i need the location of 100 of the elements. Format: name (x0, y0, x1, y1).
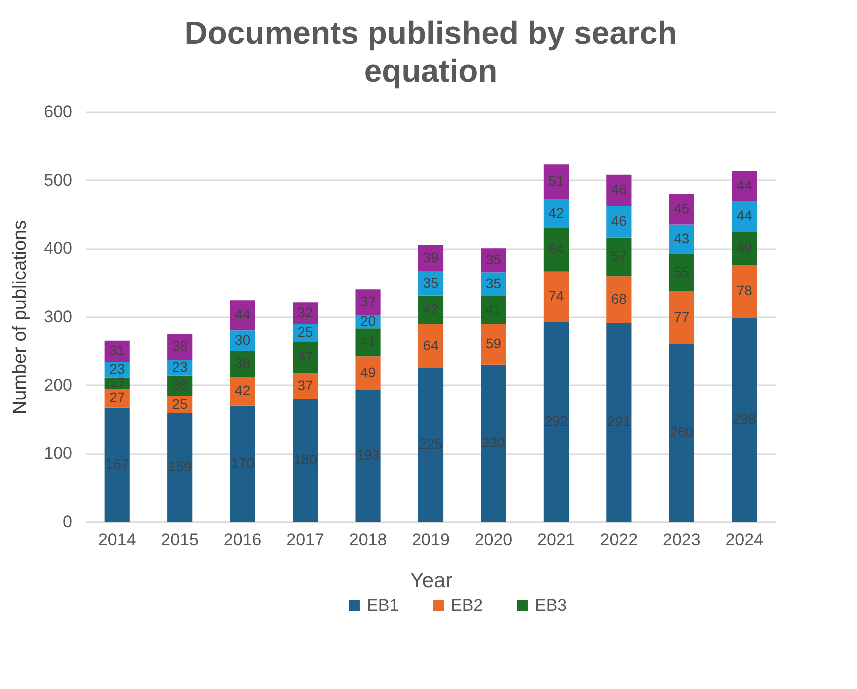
data-label: 27 (110, 390, 126, 406)
data-label: 159 (168, 458, 192, 475)
bar (418, 296, 444, 325)
data-label: 260 (670, 424, 694, 440)
data-label: 51 (548, 173, 564, 190)
bar (606, 238, 632, 277)
data-label: 64 (423, 337, 439, 354)
data-label: 35 (486, 276, 502, 292)
data-label: 20 (360, 312, 376, 329)
bar (732, 265, 758, 318)
bar (544, 228, 569, 272)
data-label: 39 (423, 250, 439, 266)
bar (544, 164, 569, 200)
data-label: 298 (732, 411, 757, 428)
x-tick-label: 2017 (286, 530, 324, 550)
bar (168, 413, 193, 522)
data-label: 30 (235, 332, 251, 348)
bar (293, 374, 318, 399)
data-label: 180 (294, 452, 318, 468)
x-tick-label: 2021 (538, 530, 576, 550)
data-label: 31 (110, 342, 126, 359)
data-label: 225 (419, 436, 443, 452)
data-label: 32 (298, 304, 314, 321)
x-tick-label: 2014 (98, 530, 136, 550)
bar (230, 406, 256, 522)
data-label: 35 (423, 274, 439, 291)
data-label: 42 (548, 204, 564, 221)
data-label: 42 (235, 382, 251, 398)
data-label: 38 (172, 338, 188, 354)
chart-title: Documents published by search equation (184, 15, 678, 89)
y-tick-label: 100 (44, 444, 72, 464)
x-tick-label: 2020 (474, 530, 513, 550)
data-label: 37 (360, 293, 376, 310)
y-tick-label: 400 (44, 239, 72, 258)
bar (606, 276, 632, 324)
data-label: 74 (548, 288, 564, 304)
data-label: 44 (736, 177, 753, 194)
bar (732, 202, 758, 232)
data-label: 193 (356, 447, 380, 464)
data-label: 170 (231, 454, 255, 471)
bar (732, 171, 758, 202)
y-tick-label: 600 (44, 102, 72, 122)
data-label: 43 (674, 230, 690, 246)
bar (606, 174, 632, 206)
bar (669, 254, 694, 292)
y-tick-label: 200 (44, 376, 72, 395)
data-label: 44 (736, 208, 753, 224)
bar (356, 356, 381, 390)
x-tick-label: 2015 (161, 530, 200, 550)
bar (230, 377, 256, 406)
bar (732, 318, 758, 522)
bar (356, 390, 381, 522)
bar (544, 272, 569, 322)
data-label: 45 (674, 200, 690, 216)
data-label: 59 (486, 336, 502, 352)
y-tick-label: 300 (44, 308, 72, 326)
bar (293, 342, 318, 374)
data-label: 68 (611, 290, 628, 307)
data-label: 37 (298, 377, 314, 394)
y-axis-title: Number of publications (10, 220, 32, 415)
data-label: 167 (106, 456, 130, 472)
y-tick-label: 0 (63, 512, 72, 532)
x-tick-label: 2018 (349, 530, 388, 550)
legend-label: EB2 (451, 596, 484, 615)
data-label: 25 (298, 324, 314, 340)
data-label: 23 (172, 358, 188, 375)
legend-label: EB1 (367, 596, 400, 615)
bar (669, 292, 694, 344)
bar (669, 344, 694, 522)
data-label: 49 (360, 364, 376, 380)
bar (356, 328, 381, 357)
bar (732, 232, 758, 266)
data-label: 230 (482, 434, 506, 450)
bar (481, 296, 506, 325)
x-tick-label: 2023 (662, 530, 701, 550)
legend-label: EB3 (535, 596, 568, 615)
data-label: 291 (608, 414, 632, 430)
bar (669, 194, 694, 225)
x-tick-label: 2019 (412, 530, 450, 550)
bar (481, 364, 506, 522)
data-label: 25 (172, 396, 188, 412)
bar (418, 324, 444, 368)
x-tick-label: 2024 (726, 530, 764, 550)
bar (230, 300, 256, 331)
bar (293, 399, 318, 522)
bar (418, 368, 444, 522)
data-label: 23 (110, 360, 126, 377)
bar (606, 323, 632, 522)
data-label: 46 (611, 182, 628, 198)
data-label: 292 (544, 413, 568, 430)
data-label: 35 (486, 252, 502, 268)
data-label: 78 (736, 282, 753, 299)
data-label: 44 (235, 306, 251, 323)
x-tick-label: 2022 (600, 530, 638, 550)
bar (104, 408, 130, 522)
x-tick-label: 2016 (224, 530, 262, 550)
x-axis-title: Year (410, 570, 453, 592)
data-label: 46 (611, 213, 628, 230)
bar (544, 322, 569, 522)
data-label: 77 (674, 309, 690, 326)
